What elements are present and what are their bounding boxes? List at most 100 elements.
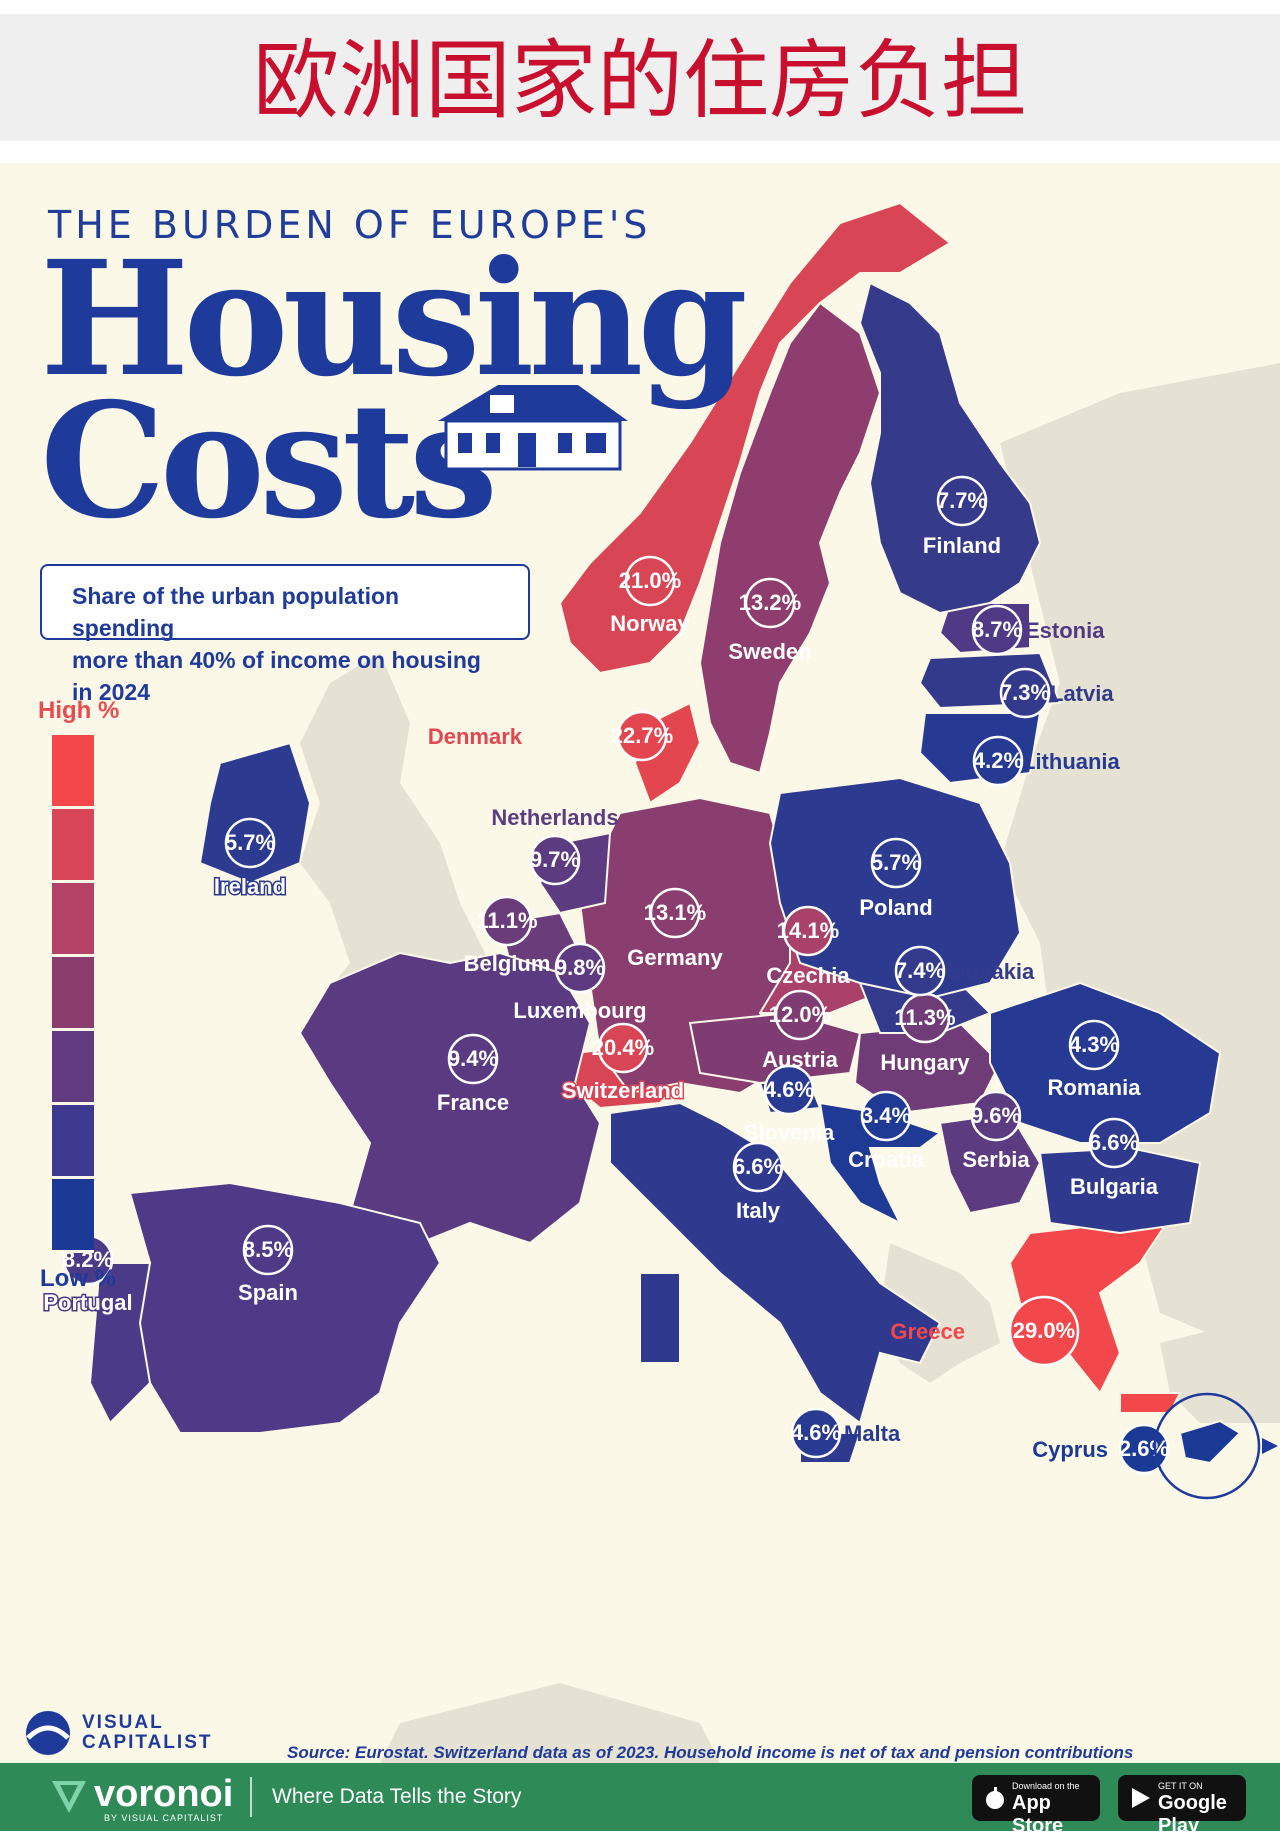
value-badge-greece [1008,1295,1080,1367]
value-text-serbia: 9.6% [971,1103,1021,1128]
value-badge-romania [1068,1019,1120,1071]
value-text-germany: 13.1% [644,900,706,925]
region-portugal[interactable] [88,1262,152,1425]
value-text-finland: 7.7% [937,488,987,513]
value-badge-croatia [860,1090,912,1142]
google-big: Google Play [1158,1792,1227,1837]
value-text-bulgaria: 6.6% [1089,1130,1139,1155]
legend-swatch-5 [52,1105,94,1179]
country-label-latvia: Latvia [1050,681,1114,706]
value-text-italy: 6.6% [733,1154,783,1179]
country-label-estonia: Estonia [1025,618,1105,643]
country-label-romania: Romania [1048,1075,1142,1100]
value-text-belgium: 11.1% [476,908,537,933]
country-label-poland: Poland [859,895,932,920]
region-spain[interactable] [128,1181,442,1434]
app-store-big: App Store [1012,1792,1064,1837]
legend-swatch-0 [52,735,94,809]
value-text-latvia: 7.3% [1000,680,1050,705]
value-badge-france [447,1033,499,1085]
value-text-austria: 12.0% [769,1002,831,1027]
value-text-czechia: 14.1% [777,918,839,943]
title-costs: Costs [40,369,498,554]
title-housing: Housing [40,227,748,412]
footer-tagline: Where Data Tells the Story [272,1785,522,1808]
play-icon [1132,1788,1150,1808]
value-badge-austria [774,989,826,1041]
country-label-spain: Spain [238,1280,298,1305]
value-badge-netherlands [529,834,581,886]
value-badge-ireland [224,817,276,869]
value-badge-estonia [971,604,1023,656]
value-text-croatia: 3.4% [861,1103,911,1128]
country-label-finland: Finland [923,533,1001,558]
country-label-netherlands: Netherlands [491,805,618,830]
region-italy[interactable] [609,1101,942,1464]
value-badge-malta [790,1407,842,1459]
value-text-hungary: 11.3% [894,1005,955,1030]
logo-line-2: CAPITALIST [82,1732,213,1753]
country-label-ireland: Ireland [214,874,286,899]
app-store-small: Download on the [1012,1781,1080,1791]
app-store-button[interactable]: Download on the App Store [972,1775,1100,1837]
country-label-czechia: Czechia [766,963,850,988]
value-text-lithuania: 4.2% [973,748,1023,773]
value-text-netherlands: 9.7% [530,847,580,872]
legend-low-label: Low % [40,1265,116,1292]
region-cyprus[interactable] [1178,1419,1242,1465]
value-text-slovenia: 4.6% [764,1077,814,1102]
subtitle-line-1: Share of the urban population spending [72,583,400,641]
top-banner [0,14,1280,141]
value-text-romania: 4.3% [1069,1032,1119,1057]
country-label-malta: Malta [844,1421,901,1446]
legend-swatch-3 [52,957,94,1031]
voronoi-logo-icon [52,1781,86,1813]
footer-bar: voronoi BY VISUAL CAPITALIST Where Data … [0,1763,1280,1837]
banner-title: 欧洲国家的住房负担 [253,31,1027,131]
country-label-germany: Germany [627,945,723,970]
region-norway[interactable] [558,201,952,675]
voronoi-brand: voronoi [94,1773,234,1815]
value-badge-poland [870,837,922,889]
value-text-malta: 4.6% [791,1420,841,1445]
value-badge-czechia [782,905,834,957]
visual-capitalist-logo-text: VISUAL CAPITALIST [82,1713,212,1753]
value-text-slovakia: 7.4% [895,958,945,983]
europe-map: 29.0% Greece 22.7% Denmark 21.0% Norway 20.4% S… [42,201,1280,1763]
country-label-hungary: Hungary [880,1050,970,1075]
value-badge-spain [242,1224,294,1276]
value-badge-luxembourg [554,942,606,994]
value-text-luxembourg: 9.8% [555,955,605,980]
legend-swatch-2 [52,883,94,957]
country-label-luxembourg: Luxembourg [513,998,646,1023]
voronoi-brand-sub: BY VISUAL CAPITALIST [104,1813,224,1823]
country-label-italy: Italy [736,1198,781,1223]
region-finland[interactable] [858,281,1042,615]
country-label-norway: Norway [610,611,690,636]
legend-color-scale [52,735,94,1253]
country-label-portugal: Portugal [43,1290,132,1315]
country-label-cyprus: Cyprus [1032,1437,1108,1462]
legend-high-label: High % [38,697,120,724]
region-sweden[interactable] [698,301,882,775]
land-turkey [1160,1313,1280,1423]
legend-swatch-6 [52,1179,94,1253]
value-text-norway: 21.0% [619,568,681,593]
visual-capitalist-logo-icon [26,1711,70,1755]
google-small: GET IT ON [1158,1781,1203,1791]
value-badge-serbia [970,1090,1022,1142]
google-play-button[interactable]: GET IT ON Google Play [1118,1775,1246,1837]
region-france[interactable] [298,951,602,1245]
value-badge-norway [624,555,676,607]
legend-swatch-1 [52,809,94,883]
house-icon [438,385,628,471]
land-uk [300,653,490,1033]
country-label-slovakia: Slovakia [945,959,1035,984]
source-note: Source: Eurostat. Switzerland data as of… [287,1743,1134,1762]
country-labels: 29.0% Greece 22.7% Denmark 21.0% Norway 20.4% S… [42,475,1278,1500]
footer-divider [250,1777,252,1817]
apple-icon [986,1787,1004,1809]
value-badge-switzerland [597,1022,649,1074]
value-badge-italy [732,1141,784,1193]
cyprus-arrow-icon [1262,1438,1278,1454]
